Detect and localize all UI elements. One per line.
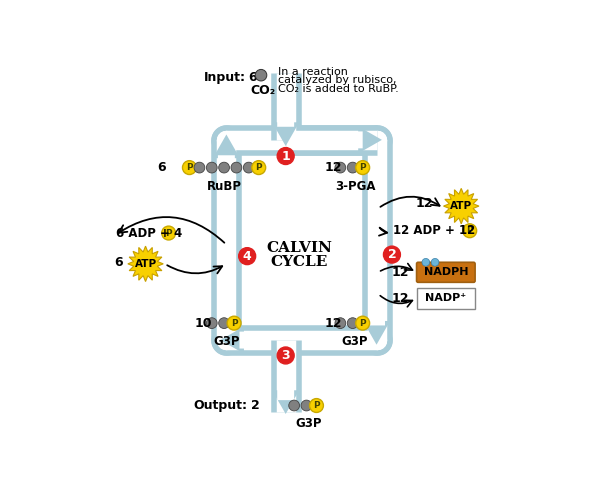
Text: catalyzed by rubisco,: catalyzed by rubisco, <box>278 75 396 85</box>
Text: CO₂: CO₂ <box>250 84 275 97</box>
Text: 6 ADP + 4: 6 ADP + 4 <box>117 227 182 240</box>
Text: 6: 6 <box>249 71 257 84</box>
Circle shape <box>255 69 267 81</box>
Text: Output:: Output: <box>193 399 247 412</box>
Text: P: P <box>165 228 172 238</box>
Text: In a reaction: In a reaction <box>278 67 348 77</box>
Circle shape <box>277 148 294 164</box>
FancyArrow shape <box>363 321 390 345</box>
Circle shape <box>335 318 346 329</box>
Circle shape <box>194 162 205 173</box>
FancyArrow shape <box>213 135 240 158</box>
Text: 2: 2 <box>387 248 397 261</box>
FancyBboxPatch shape <box>417 288 475 308</box>
FancyArrow shape <box>220 327 244 354</box>
Text: P: P <box>359 163 366 172</box>
Circle shape <box>218 318 229 329</box>
Text: 3: 3 <box>281 349 290 362</box>
Circle shape <box>182 160 196 174</box>
Circle shape <box>162 226 176 240</box>
Text: 1: 1 <box>281 149 290 162</box>
Text: NADPH: NADPH <box>423 267 468 277</box>
Circle shape <box>463 224 476 238</box>
Text: ATP: ATP <box>134 259 157 269</box>
Text: P: P <box>313 401 320 410</box>
Text: ATP: ATP <box>450 201 472 211</box>
Text: 6: 6 <box>114 256 123 269</box>
Text: P: P <box>256 163 262 172</box>
Circle shape <box>252 160 265 174</box>
Polygon shape <box>128 246 163 282</box>
Circle shape <box>206 318 217 329</box>
Text: G3P: G3P <box>342 335 368 348</box>
Text: P: P <box>359 319 366 328</box>
Text: 2: 2 <box>251 399 260 412</box>
Circle shape <box>206 162 217 173</box>
Circle shape <box>231 162 242 173</box>
Text: 12 ADP + 12: 12 ADP + 12 <box>393 224 476 237</box>
Circle shape <box>422 259 429 266</box>
Text: Input:: Input: <box>204 71 246 84</box>
Text: P: P <box>186 163 193 172</box>
Text: P: P <box>467 226 473 235</box>
Text: 3-PGA: 3-PGA <box>335 180 375 193</box>
Text: 12: 12 <box>324 161 342 174</box>
FancyArrow shape <box>272 390 300 414</box>
Circle shape <box>227 316 241 330</box>
Circle shape <box>356 316 370 330</box>
Circle shape <box>347 318 358 329</box>
Circle shape <box>335 162 346 173</box>
Text: CALVIN: CALVIN <box>267 241 332 255</box>
Circle shape <box>431 259 439 266</box>
Circle shape <box>218 162 229 173</box>
Text: 12: 12 <box>324 317 342 330</box>
Text: 12: 12 <box>392 292 409 305</box>
FancyBboxPatch shape <box>417 262 475 282</box>
FancyArrow shape <box>272 122 300 146</box>
Text: G3P: G3P <box>295 417 322 430</box>
Polygon shape <box>443 188 479 224</box>
Text: CYCLE: CYCLE <box>271 255 328 269</box>
Text: CO₂ is added to RuBP.: CO₂ is added to RuBP. <box>278 84 399 94</box>
Text: P: P <box>231 319 237 328</box>
Text: 4: 4 <box>243 250 251 262</box>
Circle shape <box>289 400 300 411</box>
Text: 6: 6 <box>157 161 166 174</box>
Text: NADP⁺: NADP⁺ <box>425 294 467 304</box>
Circle shape <box>243 162 254 173</box>
Text: 12: 12 <box>392 266 409 279</box>
Text: G3P: G3P <box>213 335 240 348</box>
Circle shape <box>301 400 312 411</box>
FancyArrow shape <box>358 126 382 153</box>
Text: 10: 10 <box>195 317 212 330</box>
Circle shape <box>277 347 294 364</box>
Text: RuBP: RuBP <box>207 180 242 193</box>
Text: 12: 12 <box>416 197 434 210</box>
Circle shape <box>239 248 256 264</box>
Circle shape <box>309 399 323 412</box>
Circle shape <box>384 246 400 263</box>
Circle shape <box>356 160 370 174</box>
Circle shape <box>347 162 358 173</box>
